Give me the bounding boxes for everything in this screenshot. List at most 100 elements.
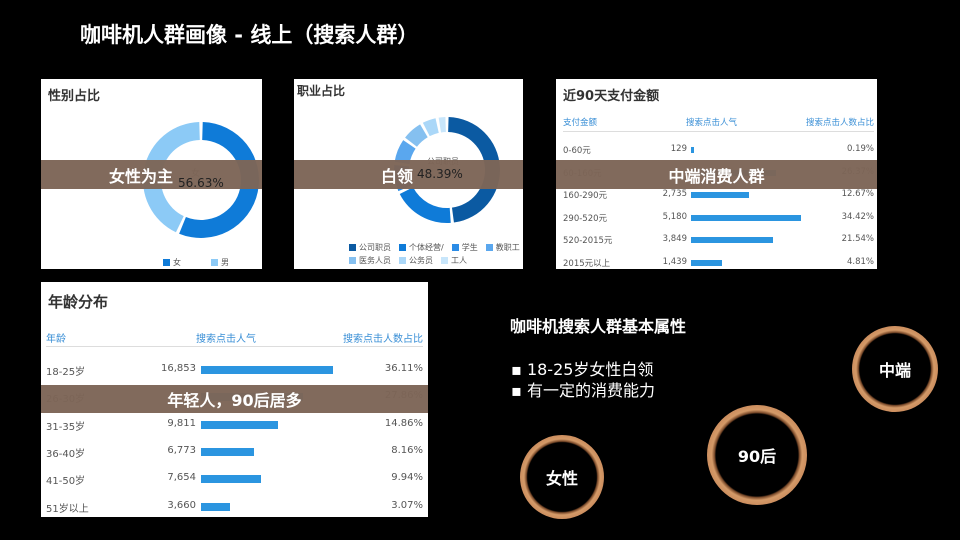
column-header: 搜索点击人数占比 [343,334,423,345]
legend-swatch [485,244,493,251]
gender-overlay: 女性为主 [41,160,262,189]
legend-label: 医务人员 [359,256,391,265]
row-percent: 0.19% [846,144,874,154]
occupation-legend: 公司职员 个体经营/学生 教职工医务人员 公务员 工人 [349,242,524,266]
row-label: 41-50岁 [46,476,86,488]
row-value: 129 [670,144,687,154]
row-percent: 4.81% [846,257,874,267]
row-bar [691,192,750,199]
header-divider [46,346,423,347]
summary-bullet: ▪ 18-25岁女性白领 [511,360,654,379]
ring-label: 女性 [545,469,578,488]
legend-label: 女 [173,258,181,267]
row-percent: 36.11% [384,363,423,374]
legend-label: 公司职员 [359,243,391,252]
row-bar [691,214,801,221]
row-percent: 34.42% [841,211,874,222]
gender-slice [142,122,200,233]
row-label: 160-290元 [563,191,608,202]
column-header: 搜索点击人数占比 [805,118,874,128]
row-label: 36-40岁 [46,448,86,460]
row-percent: 14.86% [384,417,423,429]
legend-swatch [349,244,356,251]
row-label: 290-520元 [563,213,608,224]
legend-swatch [399,257,406,264]
occupation-legend-item: 工人 [441,255,467,266]
row-value: 3,660 [167,499,196,511]
gender-slice [179,122,259,238]
occupation-slice [399,187,451,224]
ring-label: 90后 [737,447,777,466]
coffee-ring-90s: 90后 [707,405,807,505]
ring-label: 中端 [878,361,911,380]
occupation-legend-item: 公司职员 [349,242,391,253]
gender-center-value: 56.63% [178,176,224,190]
row-value: 2,735 [662,189,687,200]
row-label: 2015元以上 [563,259,611,269]
occupation-slice [422,118,439,137]
legend-label: 学生 [461,243,478,252]
column-header: 搜索点击人气 [196,334,256,345]
occupation-title: 职业占比 [297,84,346,98]
coffee-ring-female: 女性 [520,435,604,519]
row-label: 31-35岁 [46,421,86,433]
occupation-legend-item: 个体经营/ [399,242,444,253]
gender-donut [142,122,259,238]
legend-label: 教职工 [495,243,520,252]
row-percent: 21.54% [841,234,874,245]
occupation-legend-item: 公务员 [399,255,433,266]
row-bar [691,237,773,244]
legend-swatch [441,257,448,264]
legend-label: 工人 [451,256,467,265]
gender-legend-item: 女 [163,257,181,268]
header-divider [563,130,874,132]
summary-bullet: ▪ 有一定的消费能力 [511,381,655,400]
gender-legend-item: 男 [211,257,229,268]
gender-title: 性别占比 [48,89,101,104]
row-label: 51岁以上 [46,503,89,515]
row-bar [201,447,255,456]
legend-label: 男 [221,258,229,267]
bullet-text: 18-25岁女性白领 [526,360,654,379]
payment-title: 近90天支付金额 [563,89,660,104]
gender-legend: 女男 [163,257,229,268]
row-label: 520-2015元 [563,236,613,247]
legend-swatch [211,259,218,266]
column-header: 搜索点击人气 [686,118,738,128]
row-value: 7,654 [167,472,196,484]
occupation-slice [394,140,416,165]
occupation-slice [405,124,428,147]
age-title: 年龄分布 [48,293,109,311]
column-header: 年龄 [46,334,66,345]
row-percent: 8.16% [391,444,423,456]
row-bar [201,420,278,429]
row-percent: 9.94% [391,472,423,484]
occupation-legend-item: 学生 [451,242,478,253]
row-value: 3,849 [662,234,687,245]
row-bar [201,366,333,374]
row-value: 1,439 [662,257,687,267]
legend-label: 个体经营/ [409,243,444,252]
coffee-ring-midrange: 中端 [852,326,938,412]
legend-swatch [399,244,406,251]
age-overlay: 年轻人，90后居多 [41,385,428,413]
occupation-overlay: 白领 [294,160,523,189]
column-header: 支付金额 [563,118,598,128]
row-percent: 3.07% [391,499,423,511]
row-value: 16,853 [161,363,196,374]
row-label: 18-25岁 [46,367,86,378]
payment-overlay: 中端消费人群 [556,160,877,189]
occupation-legend-item: 教职工 [485,242,520,253]
row-label: 0-60元 [563,146,591,156]
row-bar [201,475,261,484]
row-bar [201,502,230,511]
legend-label: 公务员 [409,256,433,265]
legend-swatch [349,257,356,264]
legend-swatch [451,244,459,251]
row-bar [691,260,722,266]
occupation-center-value: 48.39% [417,167,463,181]
row-bar [691,147,694,153]
occupation-slice [438,117,446,133]
occupation-legend-item: 医务人员 [349,255,391,266]
legend-swatch [163,259,170,266]
